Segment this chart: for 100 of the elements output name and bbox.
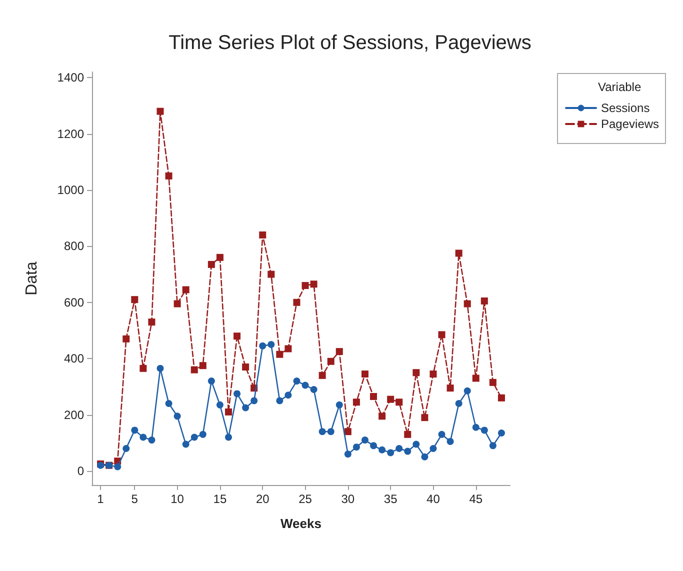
point (318, 428, 326, 436)
y-tick-label: 1200 (57, 126, 84, 141)
point (250, 397, 258, 404)
point (190, 366, 198, 374)
point (412, 369, 420, 376)
x-tick-label: 20 (256, 492, 270, 506)
point (336, 401, 343, 408)
x-tick-label: 40 (426, 492, 440, 506)
point (378, 412, 386, 420)
point (216, 254, 224, 261)
point (190, 434, 198, 441)
point (216, 401, 224, 408)
point (327, 428, 334, 436)
point (293, 298, 300, 306)
point (480, 426, 488, 434)
x-tick-label: 35 (384, 492, 398, 506)
point (174, 300, 181, 308)
legend-title: Variable (598, 80, 642, 94)
point (489, 442, 496, 450)
point (430, 444, 437, 452)
point (396, 398, 403, 406)
point (370, 393, 378, 400)
x-tick-label: 1 (97, 492, 104, 506)
point (404, 430, 412, 438)
point (165, 172, 172, 180)
point (208, 260, 215, 268)
point (472, 424, 480, 431)
point (370, 442, 378, 450)
legend-label: Pageviews (601, 117, 660, 131)
point (140, 434, 147, 441)
point (455, 400, 462, 408)
y-tick-label: 0 (77, 464, 84, 478)
x-tick-label: 45 (469, 492, 483, 506)
point (284, 345, 292, 352)
point (387, 396, 394, 403)
point (302, 382, 309, 389)
point (234, 390, 241, 398)
point (234, 332, 241, 340)
point (199, 362, 206, 370)
point (276, 397, 284, 404)
point (224, 434, 232, 441)
y-tick-label: 1400 (57, 70, 84, 85)
y-tick-label: 600 (64, 295, 84, 310)
point (148, 436, 156, 444)
point (489, 378, 496, 386)
point (396, 444, 403, 452)
point (165, 400, 172, 408)
point (148, 318, 156, 326)
legend-label: Sessions (601, 101, 650, 115)
point (327, 358, 334, 365)
point (455, 250, 462, 257)
point (276, 350, 284, 358)
point (259, 342, 266, 350)
y-tick-label: 400 (64, 352, 84, 366)
point (182, 440, 190, 448)
point (174, 412, 181, 420)
point (259, 231, 266, 238)
point (472, 374, 480, 382)
x-axis-title: Weeks (280, 516, 322, 531)
y-tick-label: 1000 (57, 183, 84, 197)
y-axis-title: Data (24, 262, 40, 296)
point (430, 370, 437, 378)
point (182, 286, 190, 294)
point (242, 404, 250, 412)
point (344, 450, 352, 458)
y-tick-label: 200 (64, 408, 84, 422)
point (122, 444, 130, 452)
point (284, 392, 292, 399)
point (302, 282, 309, 290)
x-tick-label: 30 (341, 492, 355, 506)
point (378, 446, 386, 454)
point (387, 449, 394, 456)
point (446, 384, 454, 392)
point (242, 364, 250, 370)
point (361, 370, 368, 378)
point (310, 386, 318, 393)
point (114, 463, 122, 470)
point (268, 341, 275, 348)
point (498, 394, 505, 402)
x-tick-label: 10 (170, 492, 184, 506)
point (199, 430, 206, 438)
point (156, 364, 164, 372)
x-tick-label: 15 (213, 492, 227, 506)
point (208, 378, 215, 385)
point (464, 300, 471, 308)
point (122, 335, 130, 342)
point (438, 430, 446, 438)
point (318, 372, 326, 379)
point (131, 296, 138, 304)
point (480, 297, 488, 304)
point (268, 270, 275, 278)
point (404, 448, 412, 455)
point (412, 440, 420, 448)
point (336, 348, 343, 356)
point (156, 108, 164, 115)
point (352, 398, 360, 406)
chart-title: Time Series Plot of Sessions, Pageviews (168, 32, 532, 54)
point (293, 378, 300, 385)
y-tick-label: 800 (64, 239, 84, 254)
point (498, 430, 505, 437)
